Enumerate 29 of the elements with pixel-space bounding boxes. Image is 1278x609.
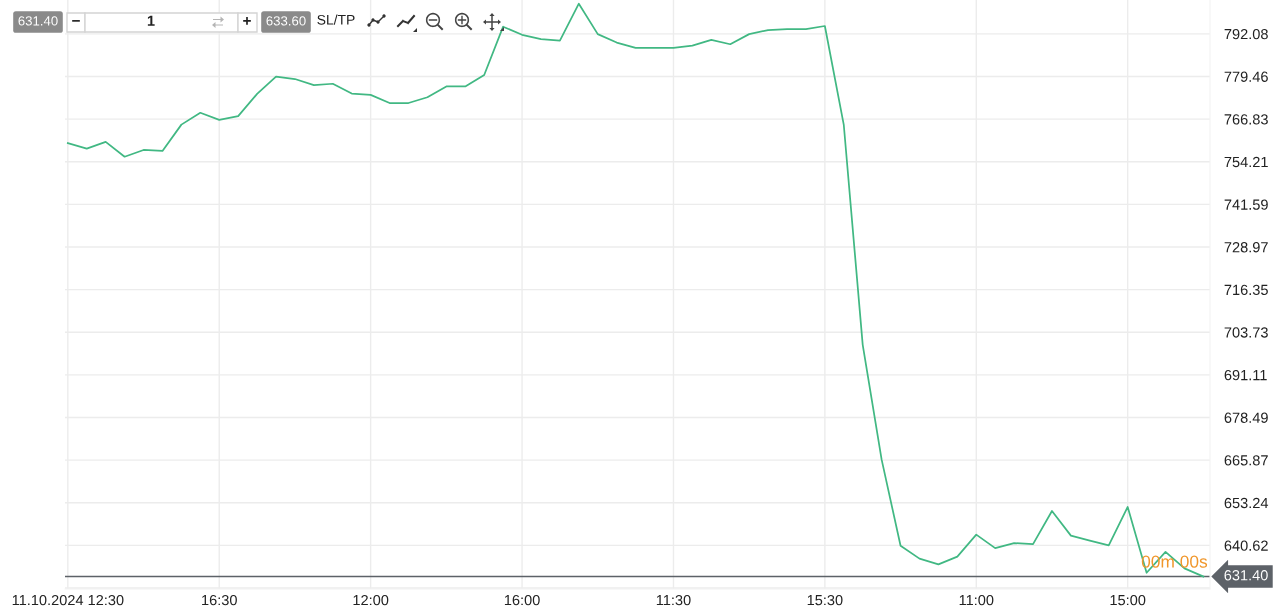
y-tick-label: 728.97 xyxy=(1224,242,1268,253)
y-tick-label: 691.11 xyxy=(1224,369,1267,381)
y-tick-label: 703.73 xyxy=(1224,327,1268,338)
text: 631.40 xyxy=(18,16,58,26)
annotation: + xyxy=(243,16,251,25)
y-tick-label: 754.21 xyxy=(1224,156,1268,168)
y-tick-label: 653.24 xyxy=(1224,497,1269,509)
x-tick-label: 11:00 xyxy=(959,594,994,606)
x-tick-label: 15:30 xyxy=(807,594,843,606)
y-tick-label: 779.46 xyxy=(1224,71,1268,82)
annotation: − xyxy=(72,20,80,22)
annotation: 633.60 xyxy=(266,16,306,26)
x-tick-label: 11.10.2024 12:30 xyxy=(12,594,124,606)
x-tick-label: 16:30 xyxy=(202,594,237,606)
annotation: 1 xyxy=(147,15,155,26)
y-tick-label: 665.87 xyxy=(1224,455,1268,466)
ref-line-label: 631.40 xyxy=(1224,570,1268,581)
x-tick-label: 12:00 xyxy=(353,594,389,606)
x-tick-label: 16:00 xyxy=(504,594,540,606)
y-tick-label: 741.59 xyxy=(1224,199,1268,210)
annotation: SL/TP xyxy=(317,14,355,25)
y-tick-label: 792.08 xyxy=(1224,28,1268,40)
y-tick-label: 640.62 xyxy=(1224,540,1268,551)
line-series xyxy=(66,2,1205,578)
y-tick-label: 766.83 xyxy=(1224,114,1268,125)
x-tick-label: 15:00 xyxy=(1110,594,1146,606)
y-tick-label: 716.35 xyxy=(1224,284,1268,296)
x-tick-label: 11:30 xyxy=(656,594,691,606)
y-tick-label: 678.49 xyxy=(1224,412,1268,423)
